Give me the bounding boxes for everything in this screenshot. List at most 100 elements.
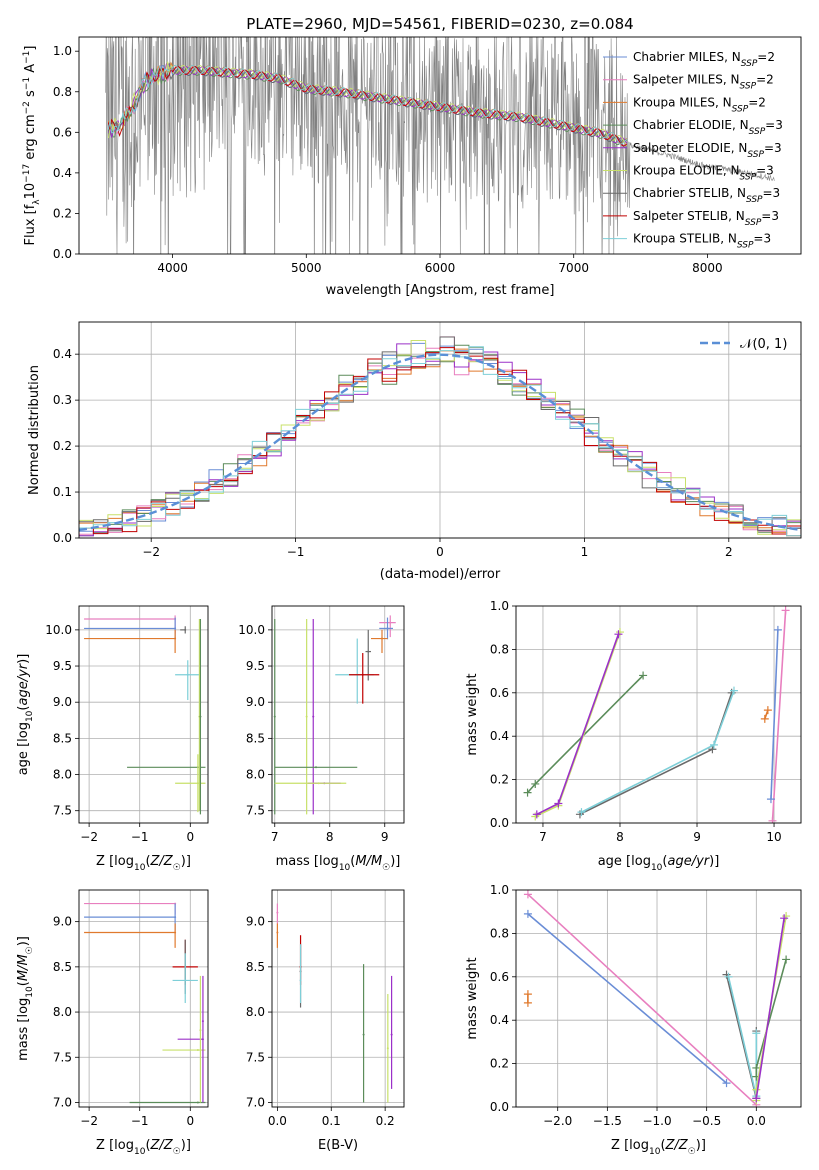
y-tick-label: 0.0 (490, 816, 509, 830)
histogram-xlabel: (data-model)/error (380, 567, 501, 582)
age_Z-point (196, 782, 199, 785)
mw_age-series-salp_elodie (536, 633, 620, 816)
y-tick-label: 8.5 (246, 731, 265, 745)
age_mass-frame (271, 605, 405, 824)
mw_age-marker (773, 625, 782, 634)
mw_age-xlabel: age [log10(age/yr)] (598, 854, 720, 873)
y-tick-label: 0.4 (53, 347, 72, 361)
x-tick-label: 9 (381, 830, 389, 844)
chart-title: PLATE=2960, MJD=54561, FIBERID=0230, z=0… (246, 15, 633, 33)
mw_age-marker (614, 630, 623, 639)
mw_age-marker (615, 628, 624, 637)
mw_Z-marker (523, 990, 532, 999)
y-tick-label: 9.0 (246, 915, 265, 929)
y-tick-label: 0.6 (490, 686, 509, 700)
x-tick-label: 0.1 (322, 1114, 341, 1128)
y-tick-label: 10.0 (45, 623, 72, 637)
y-tick-label: 7.0 (246, 1095, 265, 1109)
legend-label: Salpeter STELIB, NSSP=3 (633, 209, 779, 228)
x-tick-label: −1 (131, 830, 149, 844)
mass_Z-frame (78, 889, 209, 1108)
legend-label: Salpeter MILES, NSSP=2 (633, 73, 774, 92)
x-tick-label: −1.0 (642, 1114, 671, 1128)
x-tick-label: 10 (766, 830, 781, 844)
y-tick-label: 0.2 (490, 1057, 509, 1071)
mw_age-marker (709, 740, 718, 749)
y-tick-label: 8.0 (246, 768, 265, 782)
mass_ebv-axes: 0.0 0.1 0.2 7.0 7.5 8.0 8.5 9.0 (246, 890, 404, 1128)
mass_ebv-xlabel: E(B-V) (318, 1138, 358, 1153)
mw_age-marker (577, 808, 586, 817)
x-tick-label: 9 (693, 830, 701, 844)
mw_Z-plot (523, 890, 791, 1107)
mass_Z-point (199, 1029, 202, 1032)
y-tick-label: 0.2 (53, 206, 72, 220)
mass_Z-point (174, 916, 177, 919)
age_Z-frame (78, 605, 209, 824)
spectrum-data (105, 37, 775, 254)
age_Z-xlabel: Z [log10(Z/Z☉)] (96, 854, 191, 873)
y-tick-label: 1.0 (490, 883, 509, 897)
histogram-ylabel: Normed distribution (27, 365, 42, 495)
y-tick-label: 10.0 (238, 623, 265, 637)
y-tick-label: 0.8 (490, 926, 509, 940)
mass_Z-point (174, 931, 177, 934)
mw_Z-marker (523, 998, 532, 1007)
age_mass-point (381, 637, 383, 640)
histogram-plot (79, 336, 801, 537)
mass_ebv-point (362, 1033, 365, 1036)
mw_age-series-chab_miles (770, 629, 779, 800)
spectrum-xlabel: wavelength [Angstrom, rest frame] (326, 283, 555, 298)
y-tick-label: 8.5 (246, 960, 265, 974)
mass_Z-axes: −2 −1 0 7.0 7.5 8.0 8.5 9.0 (53, 890, 208, 1128)
mw_age-series-krou_stelib (581, 690, 735, 813)
y-tick-label: 0.6 (53, 125, 72, 139)
x-tick-label: −1 (287, 545, 305, 559)
mw_Z-series-krou_stelib (727, 976, 758, 1097)
y-tick-label: 7.5 (246, 1050, 265, 1064)
age_Z-point (199, 715, 202, 718)
age_mass-point (361, 673, 364, 676)
mass_ebv-point (299, 979, 302, 982)
y-tick-label: 0.4 (490, 1013, 509, 1027)
mw_age-axes: 7 8 9 10 0.0 0.2 0.4 0.6 0.8 1.0 (490, 599, 801, 844)
spectrum-model-krou_stelib (107, 64, 627, 145)
y-tick-label: 7.5 (53, 1050, 72, 1064)
mw_age-marker (766, 795, 775, 804)
spectrum-plot (105, 37, 775, 254)
age_mass-point (367, 650, 370, 653)
age_Z-plot (84, 615, 206, 815)
y-tick-label: 0.0 (490, 1100, 509, 1114)
x-tick-label: −2.0 (543, 1114, 572, 1128)
age_mass-point (312, 715, 315, 718)
age_Z-axes: −2 −1 0 7.5 8.0 8.5 9.0 9.5 10.0 (45, 606, 208, 844)
mw_Z-marker (780, 914, 789, 923)
y-tick-label: 8.0 (53, 1005, 72, 1019)
y-tick-label: 9.0 (246, 695, 265, 709)
mw_age-series-salp_miles (771, 610, 787, 821)
y-tick-label: 0.8 (490, 642, 509, 656)
mass_Z-point (196, 1049, 199, 1052)
mw_age-marker (554, 799, 563, 808)
x-tick-label: 8 (616, 830, 624, 844)
legend-label: Salpeter ELODIE, NSSP=3 (633, 141, 782, 160)
x-tick-label: 2 (725, 545, 733, 559)
mw_age-marker (523, 788, 532, 797)
mw_Z-marker (752, 1029, 761, 1038)
x-tick-label: 0.0 (747, 1114, 766, 1128)
mass_ebv-point (390, 1033, 393, 1036)
y-tick-label: 8.0 (53, 768, 72, 782)
mw_Z-ylabel: mass weight (465, 957, 480, 1039)
mw_Z-series-salp_elodie (755, 918, 785, 1099)
legend-label: Chabrier ELODIE, NSSP=3 (633, 118, 783, 137)
mw_age-marker (729, 686, 738, 695)
y-tick-label: 8.0 (246, 1005, 265, 1019)
mass_ebv-point (276, 931, 279, 934)
mw_age-series-chab_stelib (579, 692, 733, 816)
y-tick-label: 1.0 (490, 599, 509, 613)
x-tick-label: 0 (436, 545, 444, 559)
y-tick-label: 0.0 (53, 247, 72, 261)
histogram-axes: −2 −1 0 1 2 0.0 0.1 0.2 0.3 0.4 (53, 322, 801, 559)
mw_Z-frame (515, 889, 802, 1108)
legend-label: Chabrier MILES, NSSP=2 (633, 50, 775, 69)
